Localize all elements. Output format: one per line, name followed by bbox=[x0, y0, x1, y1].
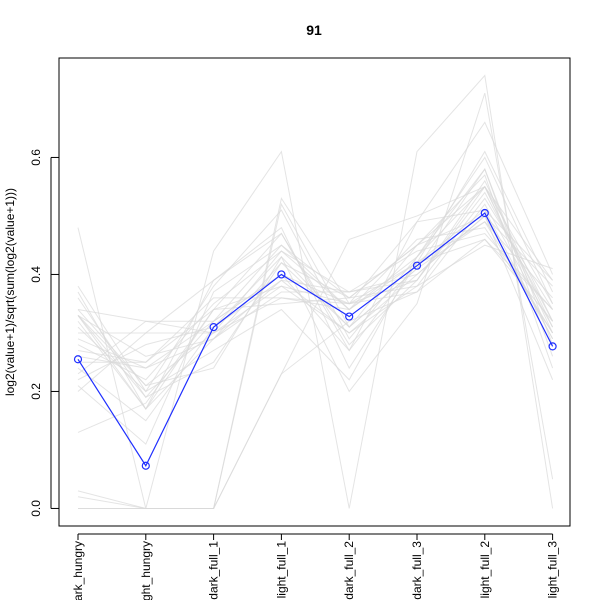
y-axis: 0.0 0.2 0.4 0.6 bbox=[29, 149, 59, 517]
highlight-series-point bbox=[277, 270, 286, 279]
background-series-line bbox=[77, 174, 554, 398]
background-series-line bbox=[77, 74, 554, 509]
x-tick-label: ark_hungry bbox=[71, 541, 85, 600]
x-tick-label: light_full_1 bbox=[274, 541, 288, 599]
highlight-series-line bbox=[77, 212, 554, 467]
background-series-line bbox=[77, 221, 554, 445]
y-tick-label: 0.0 bbox=[29, 500, 43, 517]
background-series-line bbox=[77, 191, 554, 387]
background-series-line bbox=[77, 197, 554, 433]
background-series-line bbox=[77, 215, 554, 375]
x-tick-label: light_full_3 bbox=[546, 541, 560, 599]
highlight-series-point bbox=[548, 342, 557, 351]
plot-area-border bbox=[58, 57, 571, 527]
background-series-line bbox=[77, 215, 553, 322]
background-series-line bbox=[78, 121, 554, 509]
highlight-series-point bbox=[141, 461, 150, 470]
highlight-series-point bbox=[73, 355, 83, 364]
background-series-line bbox=[77, 168, 554, 369]
background-series-line bbox=[77, 92, 554, 480]
x-tick-label: light_full_2 bbox=[478, 541, 492, 599]
highlight-series-point bbox=[412, 261, 422, 270]
highlight-series-point bbox=[209, 323, 218, 332]
background-series-line bbox=[77, 185, 554, 393]
y-tick-label: 0.4 bbox=[29, 266, 43, 283]
background-lines bbox=[77, 74, 554, 509]
y-axis-title: log2(value+1)/sqrt(sum(log2(value+1))) bbox=[3, 188, 17, 396]
highlight-series-point bbox=[345, 312, 354, 321]
highlight-series-point bbox=[480, 208, 489, 218]
x-tick-label: dark_full_3 bbox=[410, 541, 424, 600]
x-tick-label: dark_full_1 bbox=[207, 541, 221, 600]
x-axis: ark_hungry ght_hungry dark_full_1 light_ful… bbox=[71, 533, 560, 600]
y-tick-label: 0.2 bbox=[29, 383, 43, 400]
background-series-line bbox=[77, 221, 553, 422]
background-series-line bbox=[77, 232, 553, 381]
background-series-line bbox=[77, 156, 554, 363]
background-series-line bbox=[77, 203, 554, 369]
x-tick-label: dark_full_2 bbox=[342, 541, 356, 600]
highlight-series bbox=[73, 208, 557, 470]
background-series-line bbox=[77, 185, 554, 392]
y-tick-label: 0.6 bbox=[29, 149, 43, 166]
x-tick-label: ght_hungry bbox=[139, 541, 153, 600]
chart-title: 91 bbox=[306, 22, 322, 38]
